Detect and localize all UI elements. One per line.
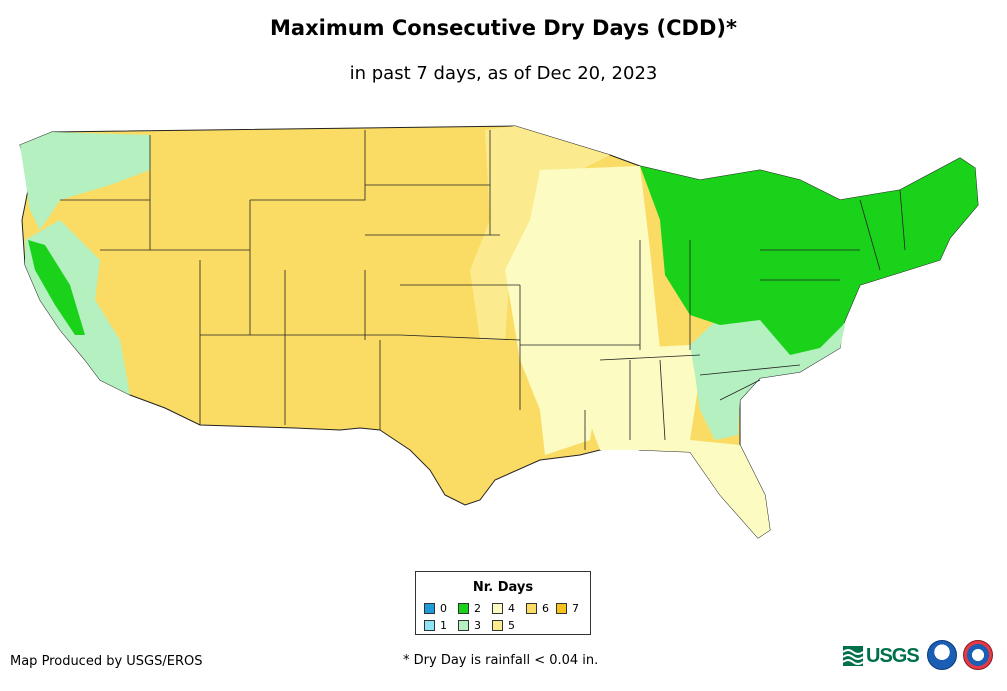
legend-item: 5 — [492, 619, 515, 632]
usgs-wave-icon — [843, 646, 863, 666]
usgs-logo: USGS — [843, 642, 921, 670]
dry-day-footnote: * Dry Day is rainfall < 0.04 in. — [403, 653, 599, 668]
map-subtitle: in past 7 days, as of Dec 20, 2023 — [349, 63, 658, 84]
legend-label: 1 — [440, 619, 447, 632]
legend-label: 0 — [440, 602, 447, 615]
state-boundaries — [60, 130, 906, 450]
region-midwest — [505, 166, 660, 455]
legend-item: 0 — [424, 602, 447, 615]
legend-swatch — [492, 620, 503, 631]
noaa-logo-icon — [927, 640, 957, 670]
legend-swatch — [492, 603, 503, 614]
legend-item: 1 — [424, 619, 447, 632]
region-california-core — [28, 240, 85, 335]
legend-label: 3 — [474, 619, 481, 632]
region-pacific-nw — [20, 132, 150, 230]
legend-swatch — [424, 603, 435, 614]
region-great-lakes-green — [640, 158, 978, 355]
map-title: Maximum Consecutive Dry Days (CDD)* — [270, 16, 737, 40]
legend-label: 2 — [474, 602, 481, 615]
legend-label: 5 — [508, 619, 515, 632]
region-northern-plains — [470, 126, 610, 340]
credit-text: Map Produced by USGS/EROS — [10, 654, 203, 669]
legend-swatch — [424, 620, 435, 631]
legend-swatch — [458, 620, 469, 631]
legend-item: 6 — [526, 602, 549, 615]
legend: Nr. Days 0 1 2 3 4 5 6 7 — [415, 571, 591, 635]
legend-item: 2 — [458, 602, 481, 615]
legend-item: 7 — [556, 602, 579, 615]
map-fill-regions — [20, 126, 978, 538]
region-southeast-pale — [585, 345, 770, 538]
legend-item: 4 — [492, 602, 515, 615]
usgs-logo-text: USGS — [866, 644, 920, 667]
legend-item: 3 — [458, 619, 481, 632]
us-cdd-map — [19, 125, 979, 539]
legend-label: 6 — [542, 602, 549, 615]
nws-logo-icon — [963, 640, 993, 670]
legend-swatch — [556, 603, 567, 614]
legend-swatch — [458, 603, 469, 614]
legend-title: Nr. Days — [472, 580, 534, 595]
legend-label: 4 — [508, 602, 515, 615]
legend-label: 7 — [572, 602, 579, 615]
legend-swatch — [526, 603, 537, 614]
